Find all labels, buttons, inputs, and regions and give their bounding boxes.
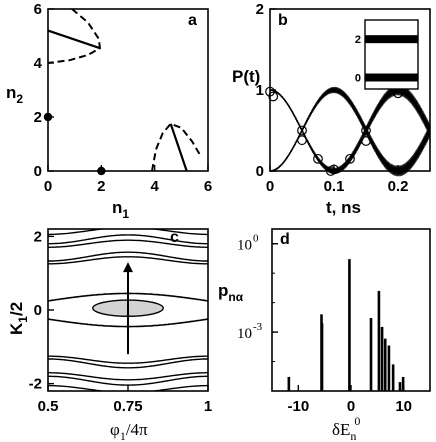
measured-point: [297, 135, 307, 146]
probability-bar: [348, 259, 351, 391]
phase-contour: [48, 384, 208, 391]
probability-bar: [287, 376, 291, 391]
probability-noise-1: [269, 86, 431, 177]
panel-b-ylabel: P(t): [232, 67, 260, 86]
c-xtick-label: 0.5: [38, 398, 59, 415]
probability-bar: [391, 364, 395, 391]
probability-bar: [369, 318, 373, 391]
a-ytick-label: 4: [34, 55, 43, 72]
a-ytick-label: 0: [34, 163, 42, 180]
panel-b-xlabel: t, ns: [326, 198, 361, 217]
c-xtick-label: 0.75: [113, 398, 142, 415]
phase-contour: [48, 229, 208, 236]
panel-a-xlabel: n1: [112, 198, 129, 221]
panel-c-ticks: 0.5 0.75 1 -2 0 2: [29, 228, 213, 415]
panel-b-label: b: [278, 12, 288, 29]
probability-bar: [401, 376, 405, 391]
panel-a-label: a: [188, 12, 197, 29]
d-ytick-label: 10: [237, 326, 252, 342]
b-xtick-label: 0.1: [324, 178, 345, 195]
panel-c: c 0.5 0.75 1 -2 0 2 φ1/4π K1/2: [7, 228, 213, 442]
separatrix-curve-dashed: [151, 122, 201, 172]
a-ytick-label: 2: [34, 109, 42, 126]
d-xtick-label: 10: [395, 398, 412, 415]
panel-b-plot-area: [265, 84, 431, 177]
probability-bar: [387, 345, 391, 391]
d-ytick-exponent: 0: [253, 233, 259, 245]
b-xtick-label: 0: [266, 178, 274, 195]
phase-contour: [48, 234, 208, 245]
phase-contour: [48, 355, 208, 364]
d-xtick-label: -10: [287, 398, 309, 415]
phase-contour: [48, 375, 208, 386]
probability-bar: [380, 326, 384, 391]
measured-point: [361, 125, 371, 136]
panel-c-xlabel: φ1/4π: [110, 420, 148, 442]
panel-d-xlabel: δEn0: [332, 414, 360, 442]
a-xtick-label: 2: [97, 178, 105, 195]
separatrix-curve-dashed: [47, 8, 102, 64]
panel-c-ylabel: K1/2: [7, 302, 30, 335]
measured-point: [313, 153, 323, 164]
panel-b-ticks: 0 0.1 0.2 0 1 2: [256, 1, 409, 195]
probability-bar: [383, 338, 387, 391]
a-xtick-label: 6: [204, 178, 212, 195]
panel-a-ticks: 0 2 4 6 0 2 4 6: [34, 1, 213, 195]
probability-bar: [377, 290, 381, 391]
c-ytick-label: 2: [34, 228, 42, 245]
phase-contour: [48, 358, 208, 369]
a-xtick-label: 0: [44, 178, 52, 195]
phase-contour: [48, 256, 208, 265]
b-ytick-label: 0: [256, 163, 264, 180]
panel-c-label: c: [170, 229, 179, 246]
phase-contour: [48, 251, 208, 262]
phase-contour: [48, 372, 208, 381]
inset-ytick-label: 2: [355, 34, 361, 46]
panel-c-plot-area: [48, 229, 208, 391]
inset-band: [365, 35, 418, 44]
transition-arrow-head: [123, 262, 133, 273]
trajectory-segment: [169, 123, 188, 172]
panel-d-plot-area: [287, 259, 405, 391]
inset-ytick-label: 0: [355, 73, 361, 85]
trajectory-segment: [47, 29, 101, 50]
probability-bar: [398, 382, 402, 391]
panel-b-inset: 02: [355, 19, 419, 90]
a-ytick-label: 6: [34, 1, 42, 18]
measured-point: [345, 153, 355, 164]
c-xtick-label: 1: [204, 398, 212, 415]
b-ytick-label: 2: [256, 1, 264, 18]
panel-a-plot-area: [43, 8, 201, 176]
a-xtick-label: 4: [150, 178, 159, 195]
probability-bar: [320, 323, 324, 391]
panel-d-ylabel: pnα: [218, 281, 244, 304]
c-ytick-label: -2: [29, 376, 42, 393]
panel-d-label: d: [280, 231, 290, 248]
measured-point: [361, 136, 371, 146]
panel-d-frame: [271, 228, 431, 392]
probability-noise-0: [269, 84, 431, 175]
b-ytick-label: 1: [256, 82, 264, 99]
c-ytick-label: 0: [34, 302, 42, 319]
panel-a: a 0 2 4 6 0 2 4 6 n1 n2: [6, 1, 212, 221]
inset-band: [365, 73, 418, 82]
measured-point: [268, 91, 279, 102]
d-xtick-label: 0: [347, 398, 355, 415]
panel-a-frame: [47, 8, 209, 172]
b-xtick-label: 0.2: [388, 178, 409, 195]
d-ytick-label: 10: [237, 238, 252, 254]
panel-a-ylabel: n2: [6, 83, 23, 106]
d-ytick-exponent: -3: [253, 321, 263, 333]
phase-contour: [48, 239, 208, 248]
measured-point: [297, 125, 307, 136]
